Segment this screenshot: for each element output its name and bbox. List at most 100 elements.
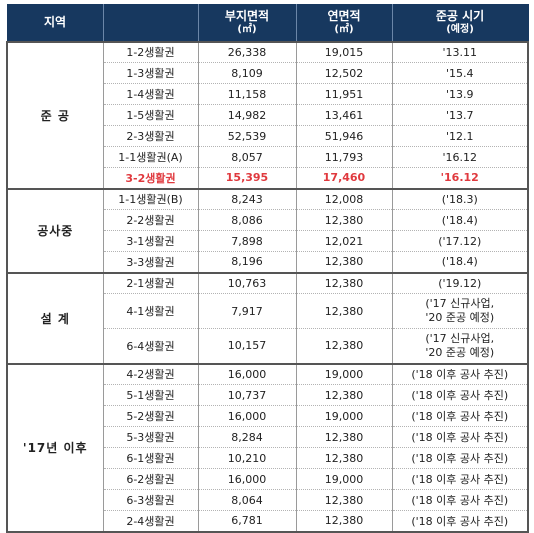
area-name-cell: 1-3생활권 xyxy=(102,62,199,84)
floor-area-cell: 51,946 xyxy=(295,125,393,147)
completion-cell: '13.7 xyxy=(391,104,529,126)
area-name-cell: 1-2생활권 xyxy=(102,40,199,63)
completion-text-line2: '20 준공 예정) xyxy=(425,311,495,324)
land-area-cell: 10,763 xyxy=(197,271,297,294)
group-label: 설 계 xyxy=(6,271,104,365)
floor-area-cell: 12,380 xyxy=(295,209,393,231)
floor-area-cell: 19,000 xyxy=(295,405,393,427)
land-area-cell: 15,395 xyxy=(197,167,297,189)
completion-text: ('18.4) xyxy=(441,213,478,227)
table-row: 설 계 2-1생활권 10,763 12,380 ('19.12) xyxy=(6,271,529,365)
group-label: 공사중 xyxy=(6,187,104,274)
header-subregion xyxy=(102,4,199,42)
land-area-cell: 8,086 xyxy=(197,209,297,231)
completion-cell: ('18 이후 공사 추진) xyxy=(391,405,529,427)
floor-area-cell: 19,000 xyxy=(295,362,393,385)
header-region: 지역 xyxy=(6,4,104,42)
completion-cell: ('18.4) xyxy=(391,251,529,273)
completion-cell: ('18 이후 공사 추진) xyxy=(391,426,529,448)
completion-text: ('18 이후 공사 추진) xyxy=(411,452,509,465)
table-row: '17년 이후 4-2생활권 16,000 19,000 ('18 이후 공사 추진) xyxy=(6,362,529,533)
completion-text-line2: '20 준공 예정) xyxy=(425,345,495,359)
table-row: 4-1생활권 7,917 12,380 ('17 신규사업, '20 준공 예정) xyxy=(7,293,529,329)
floor-area-cell: 12,380 xyxy=(295,489,393,511)
floor-area-cell: 12,380 xyxy=(295,510,393,533)
area-name-cell: 5-3생활권 xyxy=(102,426,199,448)
floor-area-cell: 11,793 xyxy=(295,146,393,168)
table-row: 준 공 1-2생활권 26,338 19,015 '13.11 xyxy=(6,40,529,190)
completion-text: ('17 신규사업, xyxy=(425,297,495,310)
area-name-cell: 6-3생활권 xyxy=(102,489,199,511)
completion-text: ('18 이후 공사 추진) xyxy=(411,410,509,423)
table-row: 1-1생활권(A) 8,057 11,793 '16.12 xyxy=(7,146,529,168)
area-name-cell: 2-2생활권 xyxy=(102,209,199,231)
completion-cell: ('17 신규사업, '20 준공 예정) xyxy=(391,293,529,329)
land-area-cell: 8,284 xyxy=(197,426,297,448)
completion-cell: '16.12 xyxy=(391,146,529,168)
area-name-cell: 2-3생활권 xyxy=(102,125,199,147)
floor-area-cell: 12,380 xyxy=(295,293,393,329)
floor-area-cell: 12,008 xyxy=(295,187,393,210)
floor-area-cell: 13,461 xyxy=(295,104,393,126)
completion-text: '13.11 xyxy=(442,45,477,59)
area-name-cell: 2-4생활권 xyxy=(102,510,199,533)
area-name-cell: 4-2생활권 xyxy=(102,362,199,385)
area-name-cell: 5-1생활권 xyxy=(102,384,199,406)
group-label: '17년 이후 xyxy=(6,362,104,533)
table-row: 1-3생활권 8,109 12,502 '15.4 xyxy=(7,62,529,84)
land-area-cell: 10,210 xyxy=(197,447,297,469)
header-floor-area: 연면적 (㎡) xyxy=(295,4,393,42)
header-completion-label: 준공 시기 xyxy=(435,8,485,23)
completion-cell: ('18 이후 공사 추진) xyxy=(391,384,529,406)
facility-table: 지역 부지면적 (㎡) 연면적 (㎡) 준공 시기 (예정) 준 공 1-2생활권… xyxy=(6,4,529,533)
completion-text: ('19.12) xyxy=(438,276,482,290)
completion-cell: '13.9 xyxy=(391,83,529,105)
table-row: 3-1생활권 7,898 12,021 ('17.12) xyxy=(7,230,529,252)
completion-text: '16.12 xyxy=(442,150,477,164)
area-name-cell: 6-4생활권 xyxy=(102,328,199,364)
completion-text: ('17.12) xyxy=(438,234,482,248)
land-area-cell: 16,000 xyxy=(197,468,297,490)
completion-text: '16.12 xyxy=(440,171,479,185)
table-row: 5-1생활권 10,737 12,380 ('18 이후 공사 추진) xyxy=(7,384,529,406)
completion-cell: ('18 이후 공사 추진) xyxy=(391,468,529,490)
completion-text: ('18 이후 공사 추진) xyxy=(411,473,509,486)
completion-cell: '15.4 xyxy=(391,62,529,84)
completion-cell: ('18 이후 공사 추진) xyxy=(391,447,529,469)
completion-text: ('18 이후 공사 추진) xyxy=(411,514,509,528)
floor-area-cell: 12,380 xyxy=(295,328,393,364)
table-header: 지역 부지면적 (㎡) 연면적 (㎡) 준공 시기 (예정) xyxy=(6,4,529,42)
area-name-cell: 1-1생활권(A) xyxy=(102,146,199,168)
area-name-cell: 3-3생활권 xyxy=(102,251,199,273)
completion-text: '13.7 xyxy=(445,108,474,122)
completion-text: ('18 이후 공사 추진) xyxy=(411,494,509,507)
header-land-area: 부지면적 (㎡) xyxy=(197,4,297,42)
table-row: 공사중 1-1생활권(B) 8,243 12,008 ('18.3) xyxy=(6,187,529,274)
land-area-cell: 10,737 xyxy=(197,384,297,406)
land-area-cell: 8,109 xyxy=(197,62,297,84)
completion-text: ('18.3) xyxy=(441,192,478,206)
area-name-cell: 1-4생활권 xyxy=(102,83,199,105)
table-row: 1-4생활권 11,158 11,951 '13.9 xyxy=(7,83,529,105)
header-floor-area-unit: (㎡) xyxy=(334,23,354,35)
table-row: 2-3생활권 52,539 51,946 '12.1 xyxy=(7,125,529,147)
completion-cell: ('18 이후 공사 추진) xyxy=(391,489,529,511)
land-area-cell: 8,243 xyxy=(197,187,297,210)
floor-area-cell: 12,021 xyxy=(295,230,393,252)
completion-cell: '12.1 xyxy=(391,125,529,147)
table-row: 6-1생활권 10,210 12,380 ('18 이후 공사 추진) xyxy=(7,447,529,469)
completion-text: ('18 이후 공사 추진) xyxy=(411,368,509,382)
completion-cell: ('18.3) xyxy=(391,187,529,210)
completion-cell: ('17 신규사업, '20 준공 예정) xyxy=(391,328,529,364)
completion-cell: '13.11 xyxy=(391,40,529,63)
floor-area-cell: 12,380 xyxy=(295,271,393,294)
header-land-area-label: 부지면적 xyxy=(224,8,270,23)
table-row: 2-2생활권 8,086 12,380 ('18.4) xyxy=(7,209,529,231)
completion-text: ('18 이후 공사 추진) xyxy=(411,431,509,444)
area-name-cell: 6-1생활권 xyxy=(102,447,199,469)
floor-area-cell: 12,380 xyxy=(295,384,393,406)
land-area-cell: 14,982 xyxy=(197,104,297,126)
floor-area-cell: 11,951 xyxy=(295,83,393,105)
land-area-cell: 6,781 xyxy=(197,510,297,533)
header-land-area-unit: (㎡) xyxy=(237,23,257,35)
